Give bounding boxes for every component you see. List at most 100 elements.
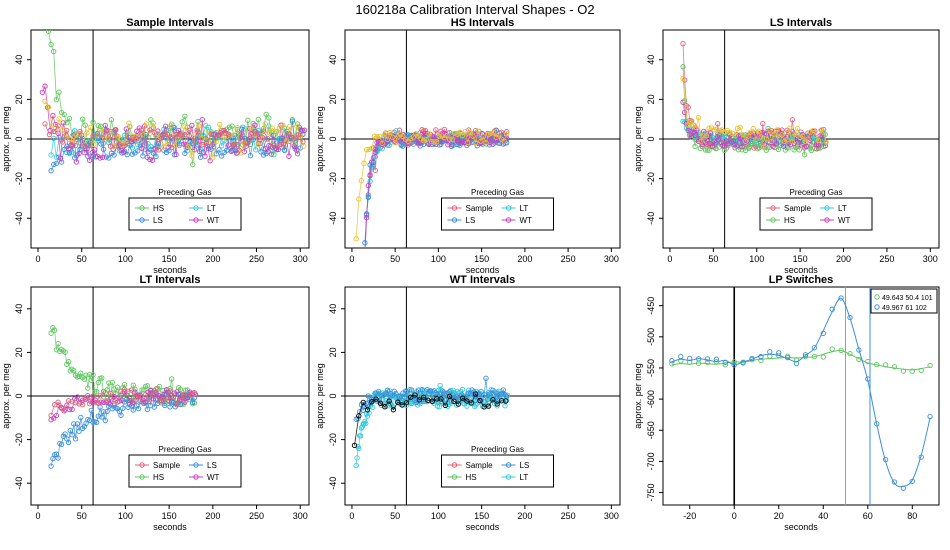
point-HS bbox=[245, 117, 251, 123]
point-Sample bbox=[107, 390, 114, 396]
point-WT bbox=[121, 149, 127, 155]
legend-marker bbox=[770, 205, 776, 211]
point-Black bbox=[472, 391, 479, 397]
point-gold bbox=[732, 133, 738, 139]
point-HS bbox=[692, 143, 698, 150]
point-LS bbox=[190, 399, 196, 406]
point-Sample bbox=[217, 132, 223, 138]
point-LS bbox=[67, 427, 73, 434]
point-Sample bbox=[42, 121, 48, 127]
point-gold bbox=[813, 132, 819, 139]
point-HS bbox=[90, 119, 96, 126]
lp-point bbox=[776, 350, 782, 356]
point-Sample bbox=[204, 140, 210, 146]
point-LS bbox=[419, 387, 425, 393]
point-LS bbox=[128, 403, 135, 409]
lp-point bbox=[918, 454, 924, 460]
point-gold bbox=[792, 131, 798, 138]
point-gold bbox=[436, 133, 442, 140]
point-gold bbox=[196, 123, 202, 129]
point-WT bbox=[119, 397, 125, 403]
plot-title: Sample Intervals bbox=[126, 17, 213, 29]
x-tick-label: 150 bbox=[793, 254, 808, 264]
lp-point bbox=[678, 353, 684, 360]
point-WT bbox=[94, 153, 101, 159]
point-LS bbox=[289, 118, 296, 124]
legend-marker bbox=[451, 205, 458, 211]
point-gold bbox=[787, 125, 793, 131]
point-LS bbox=[490, 387, 496, 393]
point-Sample bbox=[163, 395, 170, 401]
point-HS bbox=[169, 376, 175, 382]
point-gold bbox=[794, 125, 801, 132]
point-LS bbox=[281, 147, 288, 154]
legend-entry: WT bbox=[838, 216, 851, 225]
point-HS bbox=[801, 152, 808, 158]
point-LS bbox=[427, 388, 434, 394]
point-HS bbox=[255, 116, 261, 123]
legend-title: Preceding Gas bbox=[790, 188, 843, 197]
point-LS bbox=[167, 404, 173, 410]
point-gold bbox=[84, 130, 90, 136]
point-gold bbox=[504, 131, 510, 137]
point-LS bbox=[104, 408, 110, 415]
point-Sample bbox=[156, 398, 163, 404]
point-HS bbox=[53, 97, 60, 103]
point-gold bbox=[185, 143, 192, 150]
point-WT bbox=[103, 399, 109, 405]
point-LS bbox=[144, 406, 150, 413]
point-WT bbox=[182, 399, 188, 405]
point-LT bbox=[356, 445, 362, 452]
point-Black bbox=[412, 392, 418, 398]
point-WT bbox=[803, 143, 809, 150]
point-Sample bbox=[300, 139, 306, 145]
y-tick-label: -20 bbox=[14, 433, 24, 446]
point-Sample bbox=[234, 142, 240, 148]
point-Black bbox=[369, 399, 375, 405]
point-Sample bbox=[715, 121, 721, 127]
point-WT bbox=[445, 142, 451, 148]
point-Black bbox=[373, 396, 379, 402]
legend-entry: WT bbox=[520, 216, 533, 225]
point-gold bbox=[467, 129, 474, 136]
point-WT bbox=[64, 402, 70, 408]
x-tick-label: 300 bbox=[923, 254, 938, 264]
point-Sample bbox=[155, 147, 162, 153]
point-HS bbox=[61, 111, 67, 118]
point-Sample bbox=[243, 143, 249, 149]
point-Sample bbox=[134, 135, 140, 142]
legend-title: Preceding Gas bbox=[471, 188, 524, 197]
point-gold bbox=[431, 139, 437, 145]
point-Black bbox=[360, 399, 366, 406]
lp-point bbox=[829, 306, 835, 312]
point-WT bbox=[197, 148, 203, 155]
point-Sample bbox=[260, 128, 267, 134]
lp-point bbox=[722, 362, 728, 368]
y-tick-label: 40 bbox=[14, 304, 24, 314]
point-gold bbox=[444, 132, 450, 139]
y-axis-label: approx. per meg bbox=[633, 363, 643, 429]
point-WT bbox=[774, 141, 780, 147]
x-tick-label: 200 bbox=[836, 254, 851, 264]
x-tick-label: 0 bbox=[35, 511, 40, 521]
point-WT bbox=[291, 143, 297, 149]
point-LS bbox=[485, 396, 491, 402]
legend-entry: WT bbox=[207, 473, 220, 482]
point-HS bbox=[83, 372, 89, 378]
point-Sample bbox=[247, 135, 254, 141]
lp-point bbox=[865, 358, 871, 365]
legend-marker bbox=[505, 474, 512, 480]
point-gold bbox=[126, 120, 132, 126]
point-gold bbox=[423, 137, 429, 143]
point-LS bbox=[88, 407, 94, 414]
legend-marker bbox=[139, 205, 145, 211]
point-WT bbox=[709, 143, 716, 149]
lp-point bbox=[802, 353, 809, 360]
point-gold bbox=[157, 134, 164, 140]
x-axis-label: seconds bbox=[466, 265, 500, 275]
x-tick-label: 150 bbox=[162, 254, 177, 264]
point-gold bbox=[501, 138, 507, 144]
point-Black bbox=[459, 395, 466, 401]
lp-point bbox=[909, 368, 915, 374]
legend-entry: 49.967 61 102 bbox=[882, 305, 927, 312]
